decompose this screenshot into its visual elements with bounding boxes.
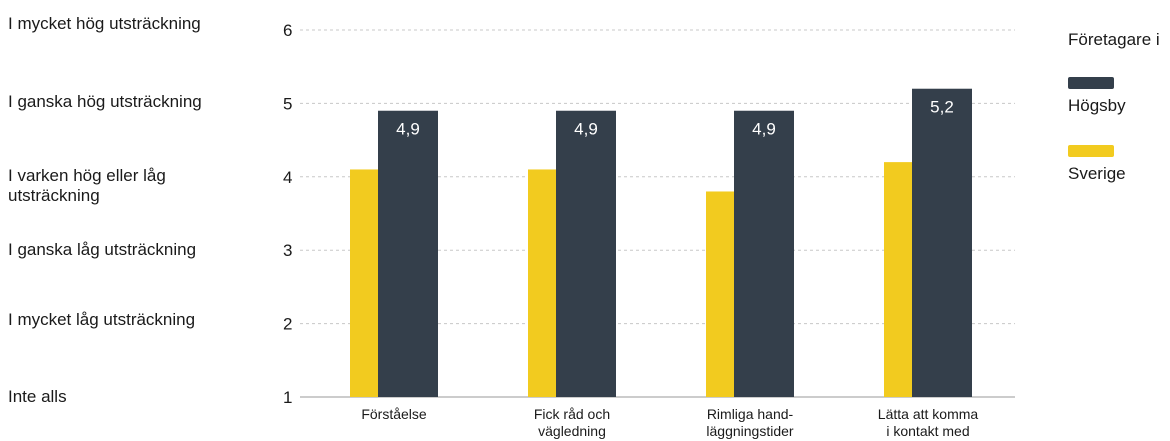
x-category-label: Rimliga hand- (707, 406, 794, 422)
bar-hogsby (378, 110, 438, 398)
x-category-label: läggningstider (706, 423, 794, 439)
y-tick-label: 2 (283, 315, 292, 334)
bar-hogsby (912, 88, 972, 397)
data-label-hogsby: 4,9 (396, 120, 420, 139)
y-tick-label: 3 (283, 241, 292, 260)
y-tick-label: 6 (283, 21, 292, 40)
legend-swatch-hogsby (1068, 77, 1114, 89)
y-tick-label: 5 (283, 94, 292, 113)
y-tick-label: 1 (283, 388, 292, 407)
data-label-hogsby: 5,2 (930, 98, 954, 117)
scale-label: I ganska låg utsträckning (8, 240, 197, 259)
bar-hogsby (734, 110, 794, 398)
x-category-label: vägledning (538, 423, 606, 439)
scale-label: Inte alls (8, 387, 67, 406)
x-category-label: Fick råd och (534, 406, 610, 422)
bar-sverige (528, 169, 558, 397)
legend-label-sverige: Sverige (1068, 164, 1126, 183)
bar-sverige (884, 162, 914, 397)
legend-title: Företagare i (1068, 30, 1160, 49)
data-label-hogsby: 4,9 (574, 120, 598, 139)
legend-label-hogsby: Högsby (1068, 96, 1126, 115)
x-category-label: Förståelse (361, 406, 427, 422)
y-tick-label: 4 (283, 168, 292, 187)
scale-label: I varken hög eller låg utsträckning (8, 166, 166, 205)
x-category-label: i kontakt med (886, 423, 969, 439)
scale-label: I mycket låg utsträckning (8, 310, 196, 329)
bar-hogsby (556, 110, 616, 398)
x-category-label: Lätta att komma (878, 406, 979, 422)
legend-swatch-sverige (1068, 145, 1114, 157)
data-label-hogsby: 4,9 (752, 120, 776, 139)
bar-sverige (706, 191, 736, 397)
scale-label: I mycket hög utsträckning (8, 14, 201, 33)
bar-sverige (350, 169, 380, 397)
scale-label: I ganska hög utsträckning (8, 92, 202, 111)
